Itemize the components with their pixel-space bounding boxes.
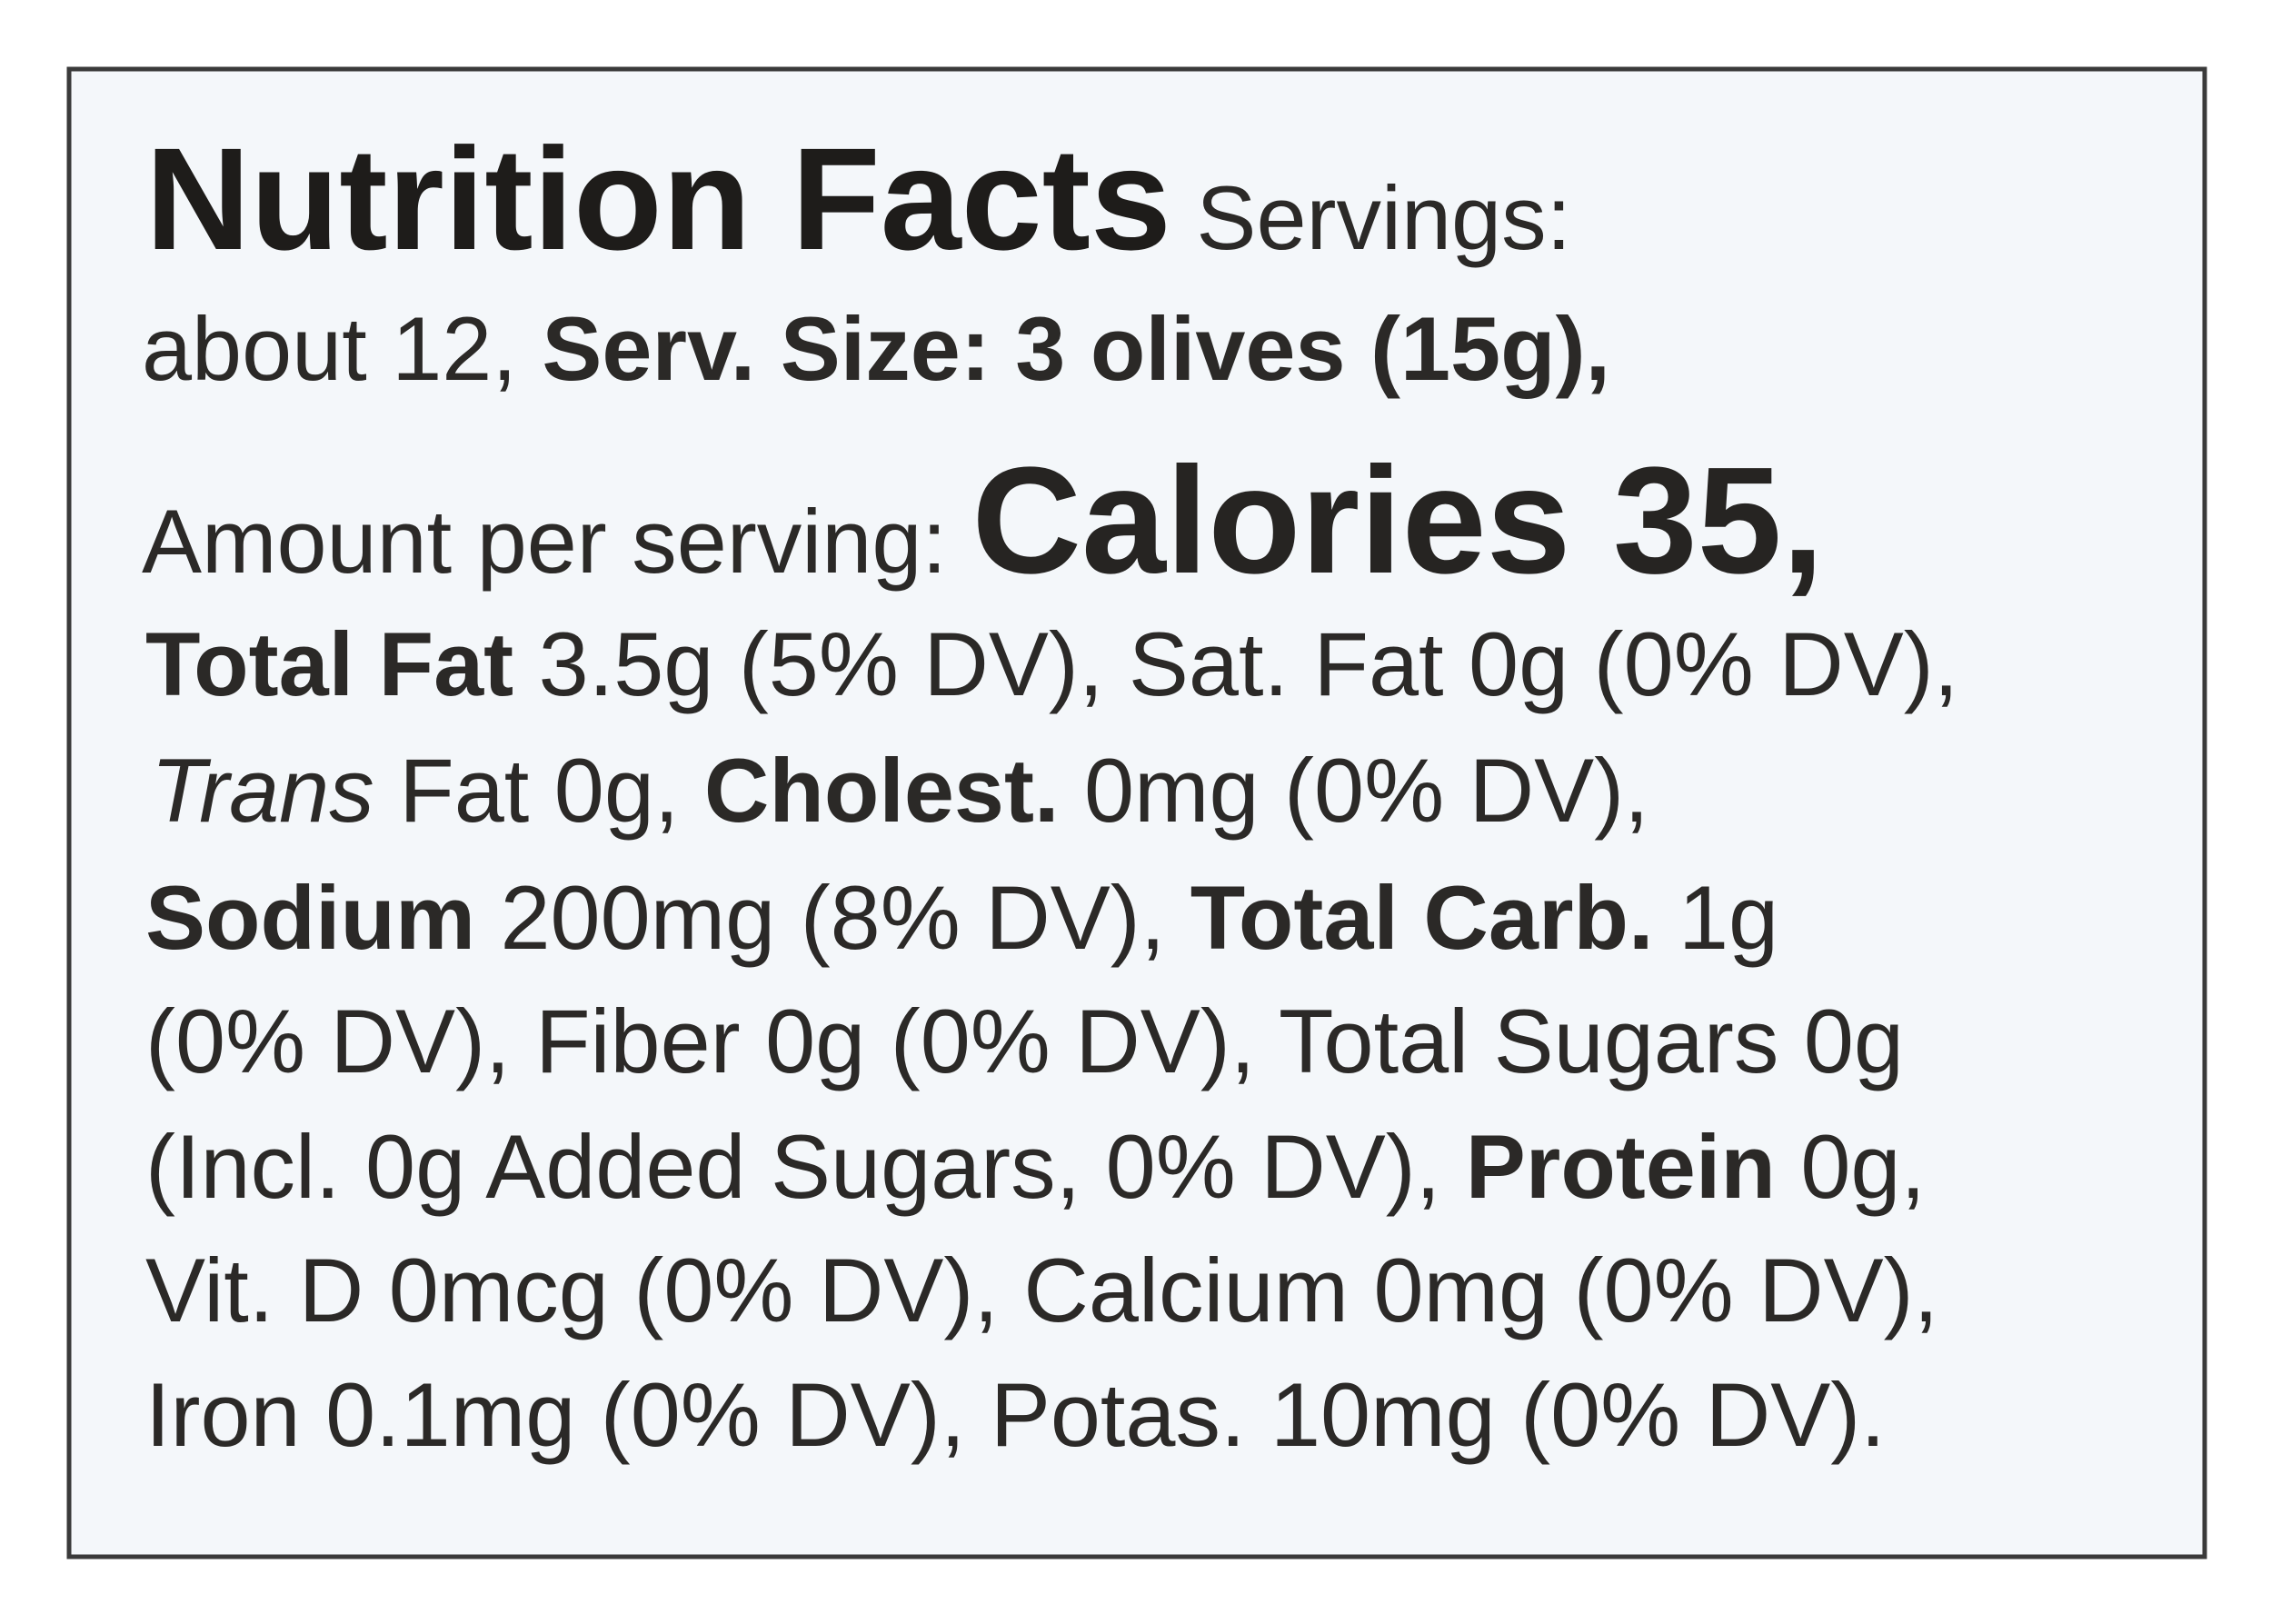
segment: Total Fat: [145, 613, 513, 714]
line: Nutrition Facts Servings:: [145, 117, 1571, 280]
segment: Servings:: [1171, 167, 1571, 268]
segment: Trans: [151, 740, 374, 841]
line: Total Fat 3.5g (5% DV), Sat. Fat 0g (0% …: [145, 613, 1958, 714]
segment: (Incl. 0g Added Sugars, 0% DV),: [145, 1116, 1466, 1217]
segment: 0g,: [1776, 1116, 1926, 1217]
segment: Protein: [1466, 1116, 1776, 1217]
segment: Vit. D 0mcg (0% DV), Calcium 0mg (0% DV)…: [145, 1240, 1938, 1340]
line: Trans Fat 0g, Cholest. 0mg (0% DV),: [151, 740, 1649, 841]
segment: Amount per serving:: [142, 491, 971, 592]
title: Nutrition Facts: [145, 117, 1171, 280]
segment: Serv. Size: 3 olives (15g),: [542, 298, 1610, 399]
segment: 1g: [1653, 867, 1778, 968]
line: (0% DV), Fiber 0g (0% DV), Total Sugars …: [145, 991, 1904, 1091]
segment: 0mg (0% DV),: [1059, 740, 1648, 841]
line: Iron 0.1mg (0% DV), Potas. 10mg (0% DV).: [145, 1364, 1886, 1465]
segment: Fat 0g,: [374, 740, 704, 841]
segment: Sodium: [145, 867, 475, 968]
line: Amount per serving: Calories 35,: [142, 436, 1824, 605]
calories: Calories 35,: [971, 436, 1824, 605]
line: Vit. D 0mcg (0% DV), Calcium 0mg (0% DV)…: [145, 1240, 1938, 1340]
segment: Total Carb.: [1190, 867, 1654, 968]
label-box: [66, 66, 2207, 1559]
line: about 12, Serv. Size: 3 olives (15g),: [142, 298, 1610, 399]
segment: Iron 0.1mg (0% DV), Potas. 10mg (0% DV).: [145, 1364, 1886, 1465]
segment: 200mg (8% DV),: [475, 867, 1190, 968]
segment: 3.5g (5% DV), Sat. Fat 0g (0% DV),: [513, 613, 1958, 714]
segment: Cholest.: [704, 740, 1060, 841]
segment: about 12,: [142, 298, 542, 399]
line: (Incl. 0g Added Sugars, 0% DV), Protein …: [145, 1116, 1926, 1217]
segment: (0% DV), Fiber 0g (0% DV), Total Sugars …: [145, 991, 1904, 1091]
line: Sodium 200mg (8% DV), Total Carb. 1g: [145, 867, 1778, 968]
